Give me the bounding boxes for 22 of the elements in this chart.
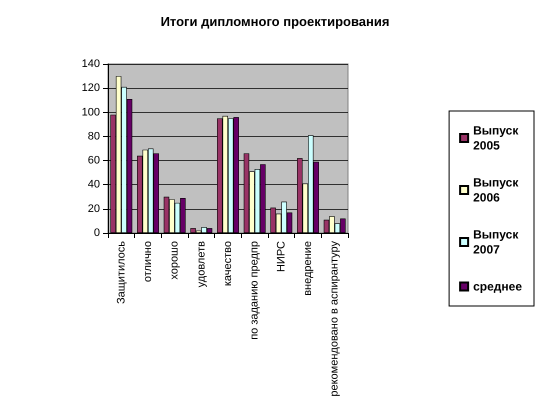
y-tick-label: 120 [82,82,100,94]
x-tick-label: отлично [142,241,154,282]
y-tick-label: 40 [88,178,100,191]
legend-label: Выпуск 2005 [473,124,520,152]
y-tick-label: 60 [88,154,100,167]
legend-label: Выпуск 2007 [473,228,520,256]
x-tick-label: по заданию предпр [248,241,261,340]
y-tick-label: 0 [94,227,100,239]
x-tick-label: качество [222,241,234,286]
x-tick-label: НИРС [275,240,288,272]
x-tick-label: внедрение [302,241,314,296]
legend-label: Выпуск 2006 [473,176,520,204]
y-tick-label: 140 [82,58,100,70]
x-tick-label: хорошо [168,241,181,280]
x-tick-label: рекомендовано в аспирантуру [328,240,341,397]
chart-title: Итоги дипломного проектирования [160,14,390,29]
x-tick-label: удовлетв [195,240,208,288]
y-tick-label: 100 [82,106,100,118]
y-tick-label: 80 [88,130,100,142]
x-tick-label: Защитилось [115,240,128,304]
y-tick-label: 20 [88,202,100,215]
legend-label: среднее [473,280,522,294]
